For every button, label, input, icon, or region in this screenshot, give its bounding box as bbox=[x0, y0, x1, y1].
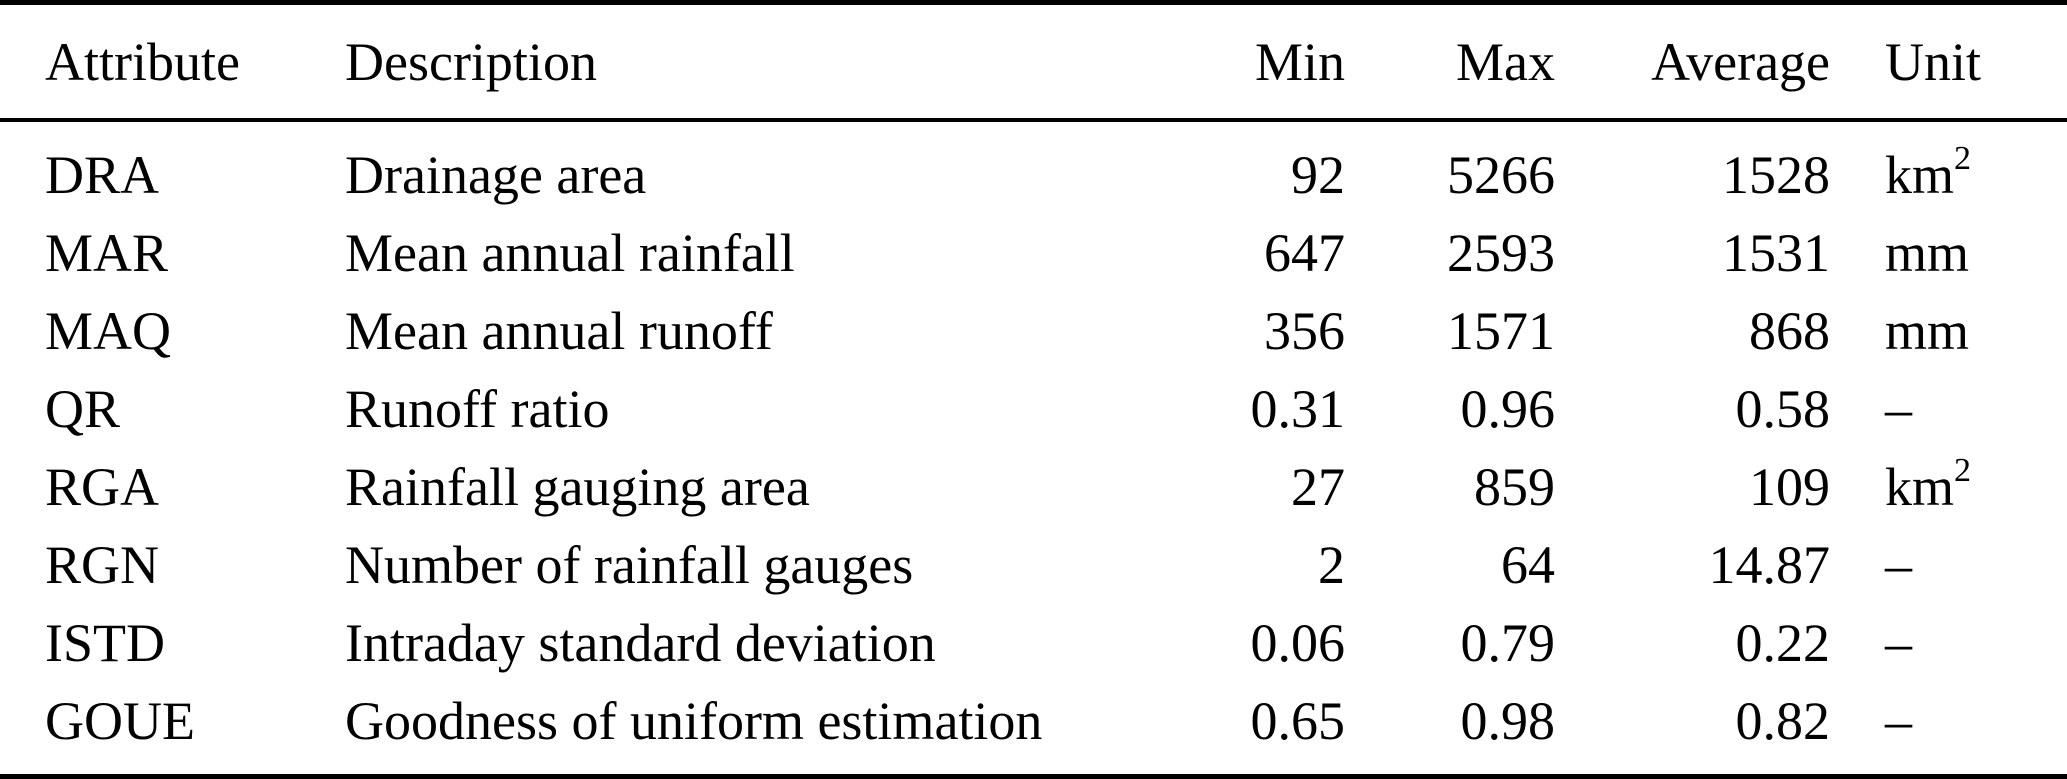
min-cell: 2 bbox=[1318, 535, 1345, 595]
column-header-min: Min bbox=[1254, 31, 1345, 92]
unit-cell: mm bbox=[1830, 222, 2067, 284]
min-cell: 356 bbox=[1264, 301, 1345, 361]
max-cell: 0.79 bbox=[1460, 613, 1556, 673]
average-cell: 14.87 bbox=[1708, 535, 1831, 595]
attribute-cell: MAQ bbox=[45, 301, 172, 361]
max-cell: 0.96 bbox=[1460, 379, 1556, 439]
attribute-cell: QR bbox=[45, 379, 121, 439]
unit-text: – bbox=[1885, 379, 1912, 439]
unit-text: mm bbox=[1885, 223, 1970, 283]
table-row: GOUE Goodness of uniform estimation 0.65… bbox=[0, 682, 2067, 760]
attribute-cell: RGN bbox=[45, 535, 160, 595]
table-row: MAR Mean annual rainfall 647 2593 1531 m… bbox=[0, 214, 2067, 292]
table-header-rule bbox=[0, 118, 2067, 122]
min-cell: 27 bbox=[1291, 457, 1345, 517]
max-cell: 5266 bbox=[1447, 145, 1555, 205]
unit-text: – bbox=[1885, 613, 1912, 673]
unit-cell: – bbox=[1830, 378, 2067, 440]
unit-superscript: 2 bbox=[1954, 140, 1972, 177]
description-cell: Intraday standard deviation bbox=[345, 613, 936, 673]
description-cell: Number of rainfall gauges bbox=[345, 535, 914, 595]
max-cell: 1571 bbox=[1447, 301, 1555, 361]
average-cell: 1531 bbox=[1722, 223, 1830, 283]
min-cell: 0.31 bbox=[1250, 379, 1346, 439]
table-header-row: Attribute Description Min Max Average Un… bbox=[0, 5, 2067, 118]
unit-cell: – bbox=[1830, 690, 2067, 752]
max-cell: 2593 bbox=[1447, 223, 1555, 283]
unit-cell: – bbox=[1830, 612, 2067, 674]
table-row: MAQ Mean annual runoff 356 1571 868 mm bbox=[0, 292, 2067, 370]
attribute-cell: RGA bbox=[45, 457, 160, 517]
attribute-cell: MAR bbox=[45, 223, 169, 283]
unit-cell: mm bbox=[1830, 300, 2067, 362]
average-cell: 0.82 bbox=[1735, 691, 1831, 751]
attribute-cell: ISTD bbox=[45, 613, 165, 673]
description-cell: Rainfall gauging area bbox=[345, 457, 810, 517]
max-cell: 859 bbox=[1474, 457, 1555, 517]
average-cell: 109 bbox=[1749, 457, 1830, 517]
unit-text: mm bbox=[1885, 301, 1970, 361]
unit-cell: km2 bbox=[1830, 454, 2067, 518]
min-cell: 0.65 bbox=[1250, 691, 1346, 751]
table-top-rule bbox=[0, 0, 2067, 5]
unit-text: – bbox=[1885, 535, 1912, 595]
average-cell: 1528 bbox=[1722, 145, 1830, 205]
table-row: RGA Rainfall gauging area 27 859 109 km2 bbox=[0, 448, 2067, 526]
max-cell: 0.98 bbox=[1460, 691, 1556, 751]
unit-text: km bbox=[1885, 457, 1955, 517]
column-header-max: Max bbox=[1456, 31, 1555, 92]
description-cell: Goodness of uniform estimation bbox=[345, 691, 1043, 751]
min-cell: 92 bbox=[1291, 145, 1345, 205]
table-row: ISTD Intraday standard deviation 0.06 0.… bbox=[0, 604, 2067, 682]
table-row: RGN Number of rainfall gauges 2 64 14.87… bbox=[0, 526, 2067, 604]
table-body: DRA Drainage area 92 5266 1528 km2 MAR M… bbox=[0, 122, 2067, 774]
description-cell: Mean annual runoff bbox=[345, 301, 773, 361]
description-cell: Mean annual rainfall bbox=[345, 223, 795, 283]
min-cell: 0.06 bbox=[1250, 613, 1346, 673]
column-header-description: Description bbox=[345, 31, 597, 92]
table-bottom-rule bbox=[0, 774, 2067, 779]
unit-text: km bbox=[1885, 145, 1955, 205]
attribute-cell: GOUE bbox=[45, 691, 195, 751]
unit-superscript: 2 bbox=[1954, 452, 1972, 489]
column-header-average: Average bbox=[1651, 31, 1830, 92]
table-row: DRA Drainage area 92 5266 1528 km2 bbox=[0, 136, 2067, 214]
min-cell: 647 bbox=[1264, 223, 1345, 283]
unit-cell: – bbox=[1830, 534, 2067, 596]
column-header-unit: Unit bbox=[1885, 31, 1982, 92]
unit-text: – bbox=[1885, 691, 1912, 751]
average-cell: 0.22 bbox=[1735, 613, 1831, 673]
description-cell: Drainage area bbox=[345, 145, 647, 205]
max-cell: 64 bbox=[1501, 535, 1555, 595]
column-header-attribute: Attribute bbox=[45, 31, 240, 92]
table-row: QR Runoff ratio 0.31 0.96 0.58 – bbox=[0, 370, 2067, 448]
attribute-cell: DRA bbox=[45, 145, 160, 205]
description-cell: Runoff ratio bbox=[345, 379, 610, 439]
unit-cell: km2 bbox=[1830, 142, 2067, 206]
average-cell: 0.58 bbox=[1735, 379, 1831, 439]
average-cell: 868 bbox=[1749, 301, 1830, 361]
